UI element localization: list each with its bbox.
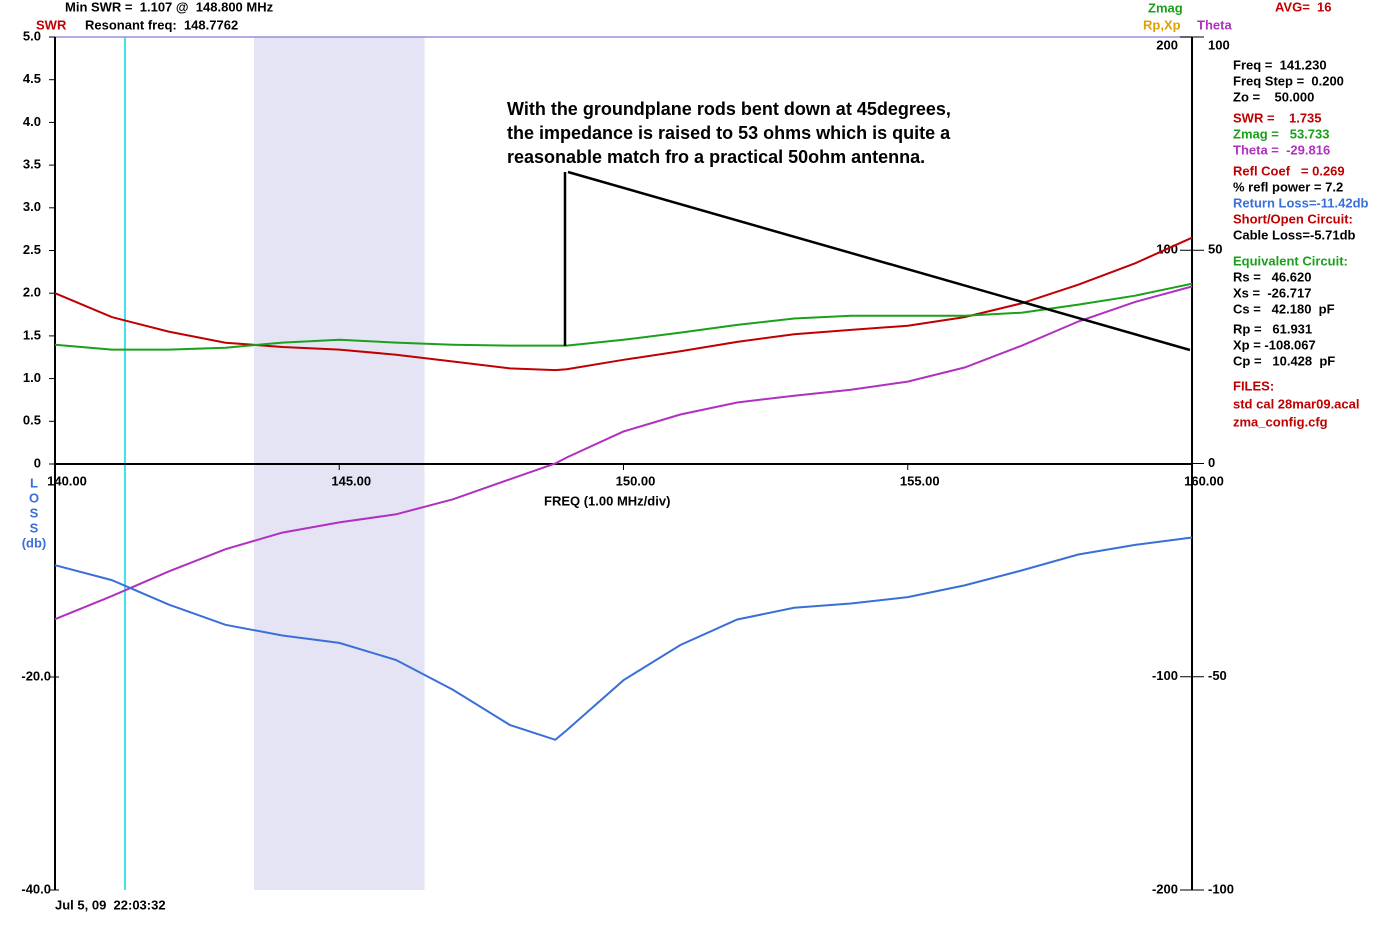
- loss-label: L: [30, 475, 38, 490]
- axis-label: Zmag: [1148, 0, 1183, 15]
- y-tick-label: 0: [34, 455, 41, 470]
- readout-line: Xs = -26.717: [1233, 285, 1311, 300]
- y-tick-label: 4.0: [23, 114, 41, 129]
- x-tick-label: 155.00: [900, 473, 940, 488]
- loss-label: S: [30, 505, 39, 520]
- x-tick-label: 150.00: [616, 473, 656, 488]
- z-tick-label: -100: [1152, 668, 1178, 683]
- x-tick-label: 140.00: [47, 473, 87, 488]
- loss-label: S: [30, 520, 39, 535]
- readout-line: SWR = 1.735: [1233, 110, 1322, 125]
- loss-label: O: [29, 490, 39, 505]
- z-tick-label: -200: [1152, 881, 1178, 896]
- avg-label: AVG= 16: [1275, 0, 1331, 14]
- readout-line: Zo = 50.000: [1233, 89, 1314, 104]
- x-tick-label: 145.00: [331, 473, 371, 488]
- series-line: [54, 536, 1193, 741]
- y-tick-label: 1.5: [23, 327, 41, 342]
- annotation-box: [500, 94, 1030, 168]
- readout-line: zma_config.cfg: [1233, 414, 1328, 429]
- y-tick-label: 5.0: [23, 28, 41, 43]
- theta-tick-label: 50: [1208, 242, 1222, 257]
- readout-line: Cable Loss=-5.71db: [1233, 227, 1356, 242]
- axis-label: Rp,Xp: [1143, 17, 1181, 32]
- y-tick-label: 0.5: [23, 413, 41, 428]
- readout-line: Rp = 61.931: [1233, 321, 1312, 336]
- axis-label: SWR: [36, 17, 67, 32]
- readout-line: std cal 28mar09.acal: [1233, 396, 1359, 411]
- theta-tick-label: -50: [1208, 668, 1227, 683]
- loss-tick-label: -40.0: [21, 881, 51, 896]
- theta-tick-label: 0: [1208, 455, 1215, 470]
- loss-tick-label: -20.0: [21, 668, 51, 683]
- readout-line: Theta = -29.816: [1233, 142, 1330, 157]
- series-line: [54, 285, 1193, 621]
- readout-line: Freq = 141.230: [1233, 57, 1327, 72]
- header-line: Min SWR = 1.107 @ 148.800 MHz: [65, 0, 274, 14]
- readout-line: Xp = -108.067: [1233, 337, 1316, 352]
- readout-line: Zmag = 53.733: [1233, 126, 1329, 141]
- readout-line: FILES:: [1233, 378, 1274, 393]
- readout-line: % refl power = 7.2: [1233, 179, 1343, 194]
- series-line: [54, 236, 1193, 372]
- theta-tick-label: -100: [1208, 881, 1234, 896]
- readout-line: Rs = 46.620: [1233, 269, 1311, 284]
- loss-label: (db): [22, 535, 47, 550]
- arrow: [567, 170, 1191, 352]
- header-line: Resonant freq: 148.7762: [85, 17, 238, 32]
- x-tick-label: 160.00: [1184, 473, 1224, 488]
- y-tick-label: 4.5: [23, 71, 41, 86]
- annotation: the impedance is raised to 53 ohms which…: [507, 123, 951, 143]
- x-axis-label: FREQ (1.00 MHz/div): [544, 493, 670, 508]
- timestamp: Jul 5, 09 22:03:32: [55, 897, 166, 912]
- readout-line: Equivalent Circuit:: [1233, 253, 1348, 268]
- readout-line: Refl Coef = 0.269: [1233, 163, 1345, 178]
- y-tick-label: 3.0: [23, 199, 41, 214]
- theta-tick-label: 100: [1208, 37, 1230, 52]
- readout-line: Return Loss=-11.42db: [1233, 195, 1369, 210]
- annotation: reasonable match fro a practical 50ohm a…: [507, 147, 925, 167]
- annotation: With the groundplane rods bent down at 4…: [507, 99, 951, 119]
- readout-line: Freq Step = 0.200: [1233, 73, 1344, 88]
- readout-line: Cp = 10.428 pF: [1233, 353, 1335, 368]
- readout-line: Cs = 42.180 pF: [1233, 301, 1335, 316]
- y-tick-label: 1.0: [23, 370, 41, 385]
- axis-label: Theta: [1197, 17, 1232, 32]
- series-line: [54, 282, 1193, 351]
- y-tick-label: 3.5: [23, 157, 41, 172]
- readout-line: Short/Open Circuit:: [1233, 211, 1353, 226]
- z-tick-label: 200: [1156, 37, 1178, 52]
- y-tick-label: 2.0: [23, 285, 41, 300]
- y-tick-label: 2.5: [23, 242, 41, 257]
